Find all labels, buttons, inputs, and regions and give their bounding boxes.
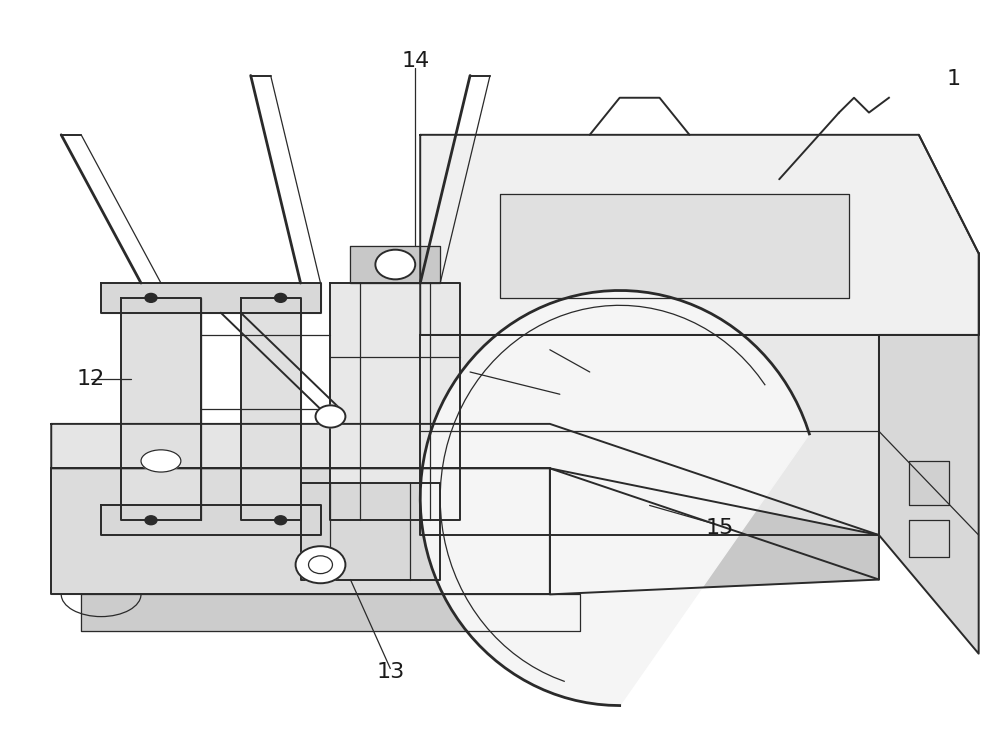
Polygon shape [101,505,320,535]
Circle shape [275,293,287,302]
Polygon shape [101,283,320,312]
Text: 1: 1 [947,69,961,89]
Polygon shape [500,194,849,298]
Polygon shape [51,469,550,594]
Ellipse shape [141,450,181,472]
Polygon shape [909,461,949,505]
Polygon shape [879,335,979,654]
Polygon shape [550,469,879,594]
Circle shape [296,546,345,583]
Text: 15: 15 [705,518,734,538]
Polygon shape [420,135,979,335]
Polygon shape [350,246,440,283]
Circle shape [145,293,157,302]
Circle shape [145,516,157,525]
Polygon shape [330,283,460,520]
Circle shape [316,405,345,428]
Polygon shape [420,335,879,535]
Circle shape [275,516,287,525]
Text: 14: 14 [401,51,429,71]
Circle shape [375,250,415,279]
Polygon shape [420,290,809,705]
Polygon shape [301,483,440,580]
Polygon shape [81,594,580,632]
Polygon shape [241,298,301,520]
Text: 12: 12 [77,370,105,389]
Polygon shape [51,424,879,580]
Text: 13: 13 [376,662,404,682]
Polygon shape [121,298,201,520]
